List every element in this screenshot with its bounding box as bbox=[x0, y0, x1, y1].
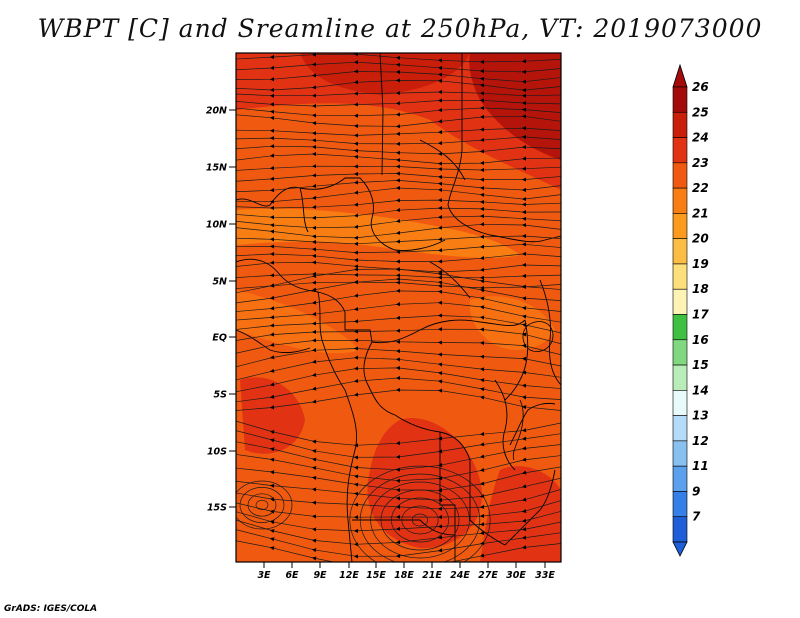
colorbar-label: 18 bbox=[692, 282, 709, 296]
colorbar-swatch bbox=[672, 86, 688, 113]
colorbar-swatch bbox=[672, 111, 688, 138]
streamline bbox=[236, 338, 561, 356]
colorbar-swatch bbox=[672, 440, 688, 467]
longitude-axis: 3E 6E 9E 12E 15E 18E 21E 24E 27E 30E 33E bbox=[257, 562, 555, 581]
lat-tick-label: 15N bbox=[206, 163, 227, 174]
colorbar-swatch bbox=[672, 187, 688, 214]
colorbar-swatch bbox=[672, 137, 688, 164]
lon-tick-label: 33E bbox=[535, 570, 555, 581]
footer-credit: GrADS: IGES/COLA bbox=[4, 604, 98, 614]
lat-tick-label: 10N bbox=[206, 220, 227, 231]
streamline-swirl bbox=[401, 505, 439, 535]
streamline-swirl bbox=[255, 499, 269, 511]
colorbar-swatch bbox=[672, 465, 688, 492]
lon-tick-label: 6E bbox=[285, 570, 299, 581]
colorbar-swatch bbox=[672, 516, 688, 543]
streamline bbox=[236, 233, 561, 246]
colorbar-label: 13 bbox=[692, 409, 709, 423]
colorbar-label: 16 bbox=[692, 333, 709, 347]
colorbar-label: 20 bbox=[692, 232, 709, 246]
colorbar-label: 21 bbox=[692, 206, 709, 220]
lon-tick-label: 18E bbox=[394, 570, 414, 581]
colorbar-swatch bbox=[672, 390, 688, 416]
colorbar-swatch bbox=[672, 314, 688, 341]
lon-tick-label: 24E bbox=[450, 570, 470, 581]
colorbar-label: 14 bbox=[692, 383, 709, 397]
colorbar-label: 12 bbox=[692, 434, 709, 448]
colorbar-swatch bbox=[672, 339, 688, 366]
streamline-swirl bbox=[411, 513, 429, 527]
map-plot-area bbox=[236, 53, 561, 562]
colorbar: 26 25 24 23 22 21 20 19 18 17 16 15 14 13 12 11 9 7 bbox=[672, 63, 709, 557]
lat-tick-label: 5N bbox=[212, 277, 227, 288]
latitude-axis: 20N 15N 10N 5N EQ 5S 10S 15S bbox=[206, 106, 236, 514]
colorbar-top-arrow bbox=[672, 63, 688, 88]
streamline bbox=[236, 89, 561, 98]
streamline-swirl bbox=[247, 493, 277, 517]
streamline bbox=[236, 327, 561, 345]
colorbar-swatch bbox=[672, 415, 688, 442]
colorbar-swatch bbox=[672, 491, 688, 518]
colorbar-swatch bbox=[672, 288, 688, 315]
lat-tick-label: 20N bbox=[206, 106, 227, 117]
lon-tick-label: 9E bbox=[313, 570, 327, 581]
colorbar-label: 23 bbox=[692, 156, 709, 170]
streamline bbox=[236, 134, 561, 146]
streamline-swirl bbox=[370, 481, 470, 559]
lon-tick-label: 12E bbox=[339, 570, 359, 581]
colorbar-swatch bbox=[672, 213, 688, 239]
lon-tick-label: 27E bbox=[478, 570, 498, 581]
colorbar-swatch bbox=[672, 263, 688, 290]
colorbar-label: 24 bbox=[692, 131, 709, 145]
streamline bbox=[236, 98, 561, 109]
streamline bbox=[236, 151, 561, 166]
map-frame bbox=[235, 52, 562, 563]
streamline-swirl bbox=[236, 480, 293, 530]
colorbar-swatch bbox=[672, 364, 688, 391]
chart-title: WBPT [C] and Sreamline at 250hPa, VT: 20… bbox=[37, 14, 763, 43]
colorbar-label: 19 bbox=[692, 257, 709, 271]
streamline bbox=[236, 540, 561, 562]
streamline bbox=[236, 313, 561, 334]
colorbar-label: 11 bbox=[692, 459, 709, 473]
lon-tick-label: 3E bbox=[257, 570, 271, 581]
streamlines bbox=[236, 53, 561, 562]
colorbar-label: 26 bbox=[692, 80, 709, 94]
streamline-swirl bbox=[391, 497, 449, 543]
colorbar-bottom-arrow bbox=[672, 541, 688, 557]
colorbar-swatch bbox=[672, 162, 688, 189]
streamline bbox=[236, 387, 561, 411]
streamline bbox=[236, 164, 561, 173]
streamline-swirl bbox=[380, 489, 460, 551]
colorbar-label: 15 bbox=[692, 358, 709, 372]
streamline bbox=[236, 126, 561, 138]
colorbar-label: 17 bbox=[692, 308, 709, 322]
streamline-swirl bbox=[359, 473, 481, 562]
lat-tick-label: 5S bbox=[214, 390, 228, 401]
lat-tick-label: 15S bbox=[207, 503, 227, 514]
streamline-swirl bbox=[349, 465, 491, 562]
lon-tick-label: 30E bbox=[506, 570, 526, 581]
colorbar-swatch bbox=[672, 238, 688, 265]
lon-tick-label: 15E bbox=[366, 570, 386, 581]
lat-tick-label: 10S bbox=[207, 447, 227, 458]
colorbar-label: 22 bbox=[692, 181, 709, 195]
colorbar-label: 25 bbox=[692, 105, 709, 119]
lon-tick-label: 21E bbox=[422, 570, 442, 581]
streamline bbox=[236, 78, 561, 93]
streamline-swirl bbox=[239, 487, 285, 523]
streamline bbox=[236, 500, 561, 520]
lat-tick-label: EQ bbox=[212, 333, 227, 344]
colorbar-label: 7 bbox=[692, 510, 701, 524]
streamline bbox=[236, 489, 561, 511]
colorbar-label: 9 bbox=[692, 484, 700, 498]
streamline bbox=[236, 222, 561, 240]
